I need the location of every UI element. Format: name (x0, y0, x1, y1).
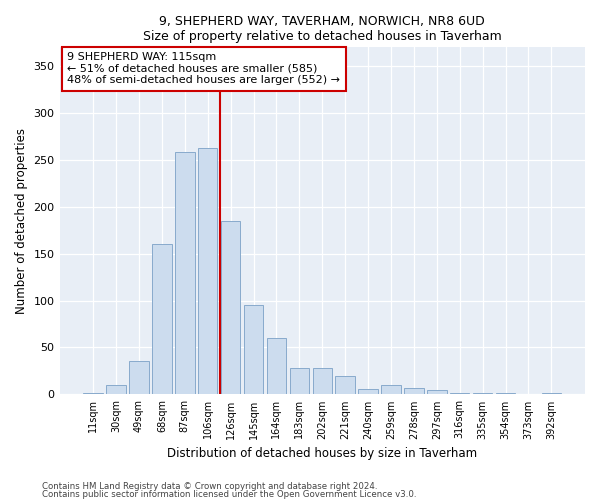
Bar (152, 244, 172, 394)
Bar (381, 385, 401, 394)
Bar (129, 360, 149, 394)
Bar (450, 392, 469, 394)
Bar (244, 305, 263, 394)
Title: 9, SHEPHERD WAY, TAVERHAM, NORWICH, NR8 6UD
Size of property relative to detache: 9, SHEPHERD WAY, TAVERHAM, NORWICH, NR8 … (143, 15, 502, 43)
Bar (290, 368, 309, 394)
Bar (267, 338, 286, 394)
Bar (313, 368, 332, 394)
Bar (198, 148, 217, 394)
Text: 9 SHEPHERD WAY: 115sqm
← 51% of detached houses are smaller (585)
48% of semi-de: 9 SHEPHERD WAY: 115sqm ← 51% of detached… (67, 52, 340, 86)
Bar (106, 385, 126, 394)
Y-axis label: Number of detached properties: Number of detached properties (15, 128, 28, 314)
Bar (175, 152, 194, 394)
Bar (221, 220, 241, 394)
Bar (427, 390, 446, 394)
Bar (358, 389, 378, 394)
Bar (473, 392, 493, 394)
X-axis label: Distribution of detached houses by size in Taverham: Distribution of detached houses by size … (167, 447, 478, 460)
Bar (542, 392, 561, 394)
Text: Contains HM Land Registry data © Crown copyright and database right 2024.: Contains HM Land Registry data © Crown c… (42, 482, 377, 491)
Bar (83, 392, 103, 394)
Text: Contains public sector information licensed under the Open Government Licence v3: Contains public sector information licen… (42, 490, 416, 499)
Bar (335, 376, 355, 394)
Bar (404, 388, 424, 394)
